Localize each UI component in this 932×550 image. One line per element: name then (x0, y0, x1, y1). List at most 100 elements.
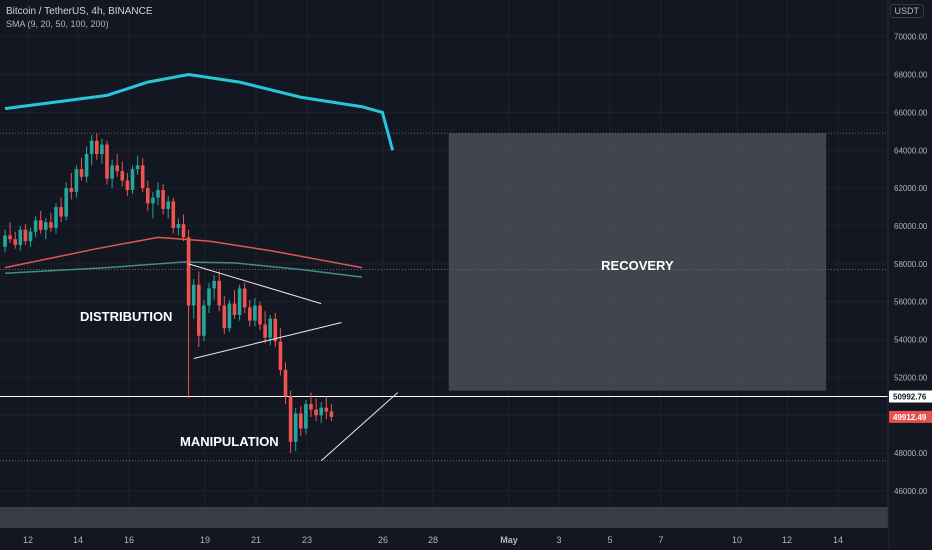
candle-body (13, 239, 17, 245)
time-tick-label: 21 (251, 535, 261, 545)
candle-body (100, 144, 104, 155)
time-tick-label: 14 (73, 535, 83, 545)
price-label: 50992.76 (893, 392, 927, 401)
candle-body (156, 190, 160, 198)
candle-body (232, 303, 237, 315)
price-tick-label: 64000.00 (894, 146, 928, 155)
candle-body (293, 413, 298, 442)
candle-body (95, 140, 99, 155)
candle-body (258, 305, 262, 325)
candle-body (69, 188, 74, 192)
candle-body (217, 280, 221, 306)
candle-body (314, 409, 318, 416)
candle-body (268, 318, 272, 338)
candle-body (105, 144, 109, 179)
price-tick-label: 52000.00 (894, 373, 928, 382)
moving-average-line (4, 73, 395, 151)
candle-body (130, 169, 135, 191)
candle-body (309, 403, 313, 410)
price-label: 49912.49 (893, 413, 927, 422)
candle-body (3, 235, 7, 247)
candle-body (28, 231, 33, 242)
time-tick-label: 7 (658, 535, 663, 545)
candle-body (74, 169, 79, 192)
candle-body (84, 154, 89, 177)
candle-body (288, 396, 293, 442)
time-tick-label: 5 (607, 535, 612, 545)
time-tick-label: 16 (124, 535, 134, 545)
candle-body (186, 237, 191, 306)
price-tick-label: 46000.00 (894, 487, 928, 496)
volume-band (0, 507, 888, 528)
trendline (193, 322, 342, 359)
candle-body (151, 197, 155, 204)
candle-body (197, 284, 201, 336)
candle-body (329, 411, 334, 417)
candle-body (207, 288, 211, 306)
candle-body (324, 407, 329, 412)
time-tick-label: 14 (833, 535, 843, 545)
candle-body (23, 229, 28, 242)
candle-body (125, 180, 130, 191)
time-tick-label: 19 (200, 535, 210, 545)
candle-body (79, 169, 84, 177)
candle-body (171, 201, 176, 228)
candle-body (273, 318, 278, 342)
moving-average-line (4, 261, 363, 278)
price-tick-label: 70000.00 (894, 33, 928, 42)
price-tick-label: 56000.00 (894, 298, 928, 307)
time-tick-label: 12 (23, 535, 33, 545)
candle-body (299, 413, 303, 429)
time-tick-label: 10 (732, 535, 742, 545)
manipulation-label: MANIPULATION (180, 434, 279, 449)
candle-body (242, 288, 247, 308)
candle-body (89, 140, 94, 155)
price-tick-label: 54000.00 (894, 336, 928, 345)
price-label-box (889, 390, 932, 403)
candle-body (110, 165, 114, 179)
candle-body (146, 188, 150, 204)
price-tick-label: 48000.00 (894, 449, 928, 458)
time-tick-label: 3 (556, 535, 561, 545)
candle-body (202, 305, 206, 336)
time-tick-label: 12 (782, 535, 792, 545)
candle-body (38, 220, 43, 230)
candle-body (319, 407, 323, 416)
price-tick-label: 58000.00 (894, 260, 928, 269)
candle-body (33, 220, 38, 232)
symbol-title: Bitcoin / TetherUS, 4h, BINANCE (6, 6, 153, 17)
price-tick-label: 62000.00 (894, 184, 928, 193)
candle-body (115, 165, 119, 172)
candle-body (227, 303, 232, 329)
time-tick-label: 26 (378, 535, 388, 545)
candle-body (278, 341, 283, 370)
candle-body (237, 288, 242, 315)
candle-body (212, 280, 216, 289)
candle-body (166, 201, 170, 209)
candle-body (191, 284, 196, 306)
candle-body (140, 165, 145, 189)
candle-body (263, 324, 267, 338)
candle-body (181, 224, 186, 238)
time-tick-label: May (500, 535, 518, 545)
candle-body (253, 305, 257, 321)
price-tick-label: 68000.00 (894, 71, 928, 80)
price-tick-label: 66000.00 (894, 108, 928, 117)
candle-body (64, 188, 68, 217)
indicator-legend[interactable]: SMA (9, 20, 50, 100, 200) (6, 19, 109, 29)
time-axis (0, 528, 888, 550)
candle-body (44, 222, 48, 230)
price-tick-label: 60000.00 (894, 222, 928, 231)
candle-body (59, 207, 63, 217)
candle-body (135, 165, 140, 170)
candle-body (222, 305, 227, 329)
recovery-zone (448, 133, 827, 391)
moving-average-line (4, 236, 363, 269)
currency-badge[interactable]: USDT (889, 4, 924, 18)
candle-body (8, 235, 12, 240)
candle-body (304, 403, 308, 429)
trendline (188, 263, 322, 305)
price-axis (888, 0, 932, 550)
candle-body (248, 307, 252, 321)
